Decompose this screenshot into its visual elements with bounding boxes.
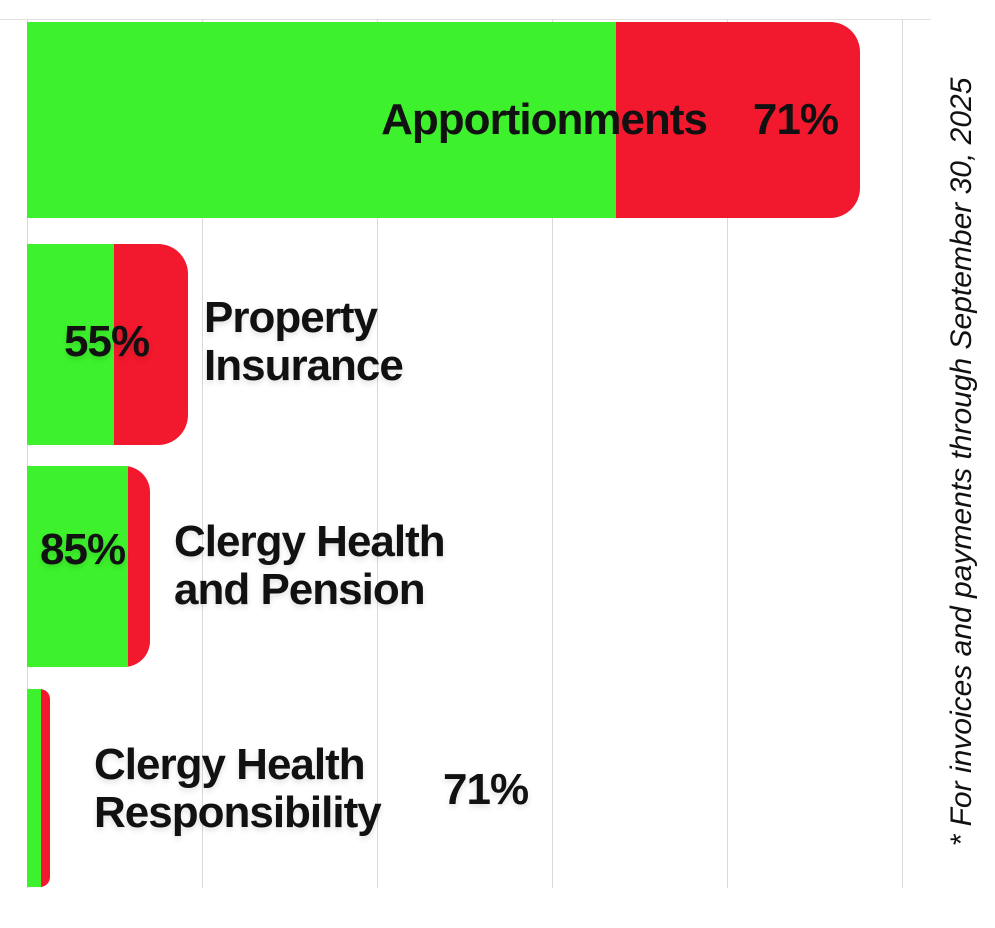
paid-segment-property-insurance <box>27 244 114 445</box>
percent-clergy-health-pension: 85% <box>40 525 126 574</box>
top-axis-line <box>0 19 931 20</box>
gridline-0 <box>27 19 28 888</box>
percent-clergy-health-responsibility: 71% <box>443 765 529 814</box>
gridline-3 <box>552 19 553 888</box>
bar-label-clergy-health-pension-line2: and Pension <box>174 565 426 614</box>
bar-label-clergy-health-responsibility: Clergy Health Responsibility <box>94 740 382 837</box>
gridline-4 <box>727 19 728 888</box>
bar-label-property-insurance-line1: Property <box>204 293 378 342</box>
percent-property-insurance: 55% <box>64 317 150 366</box>
bar-label-clergy-health-responsibility-line2: Responsibility <box>94 788 382 837</box>
bar-clergy-health-responsibility <box>27 689 50 887</box>
bar-label-clergy-health-pension-line1: Clergy Health <box>174 517 446 566</box>
gridline-2 <box>377 19 378 888</box>
footnote: * For invoices and payments through Sept… <box>945 77 978 847</box>
gridline-5 <box>902 19 903 888</box>
bar-label-clergy-health-pension: Clergy Health and Pension <box>174 517 446 614</box>
bar-label-apportionments: Apportionments <box>381 95 708 144</box>
paid-segment-clergy-health-pension <box>27 466 128 667</box>
bar-label-clergy-health-responsibility-line1: Clergy Health <box>94 740 366 789</box>
percent-apportionments: 71% <box>752 95 839 144</box>
bar-clergy-health-pension <box>27 466 150 667</box>
bar-property-insurance <box>27 244 188 445</box>
paid-segment-apportionments <box>27 22 616 218</box>
gridline-1 <box>202 19 203 888</box>
bar-apportionments: Apportionments 71% <box>27 22 860 218</box>
bar-apportionments-text: Apportionments 71% <box>27 22 860 218</box>
bar-label-property-insurance: Property Insurance <box>204 293 404 390</box>
paid-segment-clergy-health-responsibility <box>27 689 41 887</box>
bar-label-property-insurance-line2: Insurance <box>204 341 404 390</box>
